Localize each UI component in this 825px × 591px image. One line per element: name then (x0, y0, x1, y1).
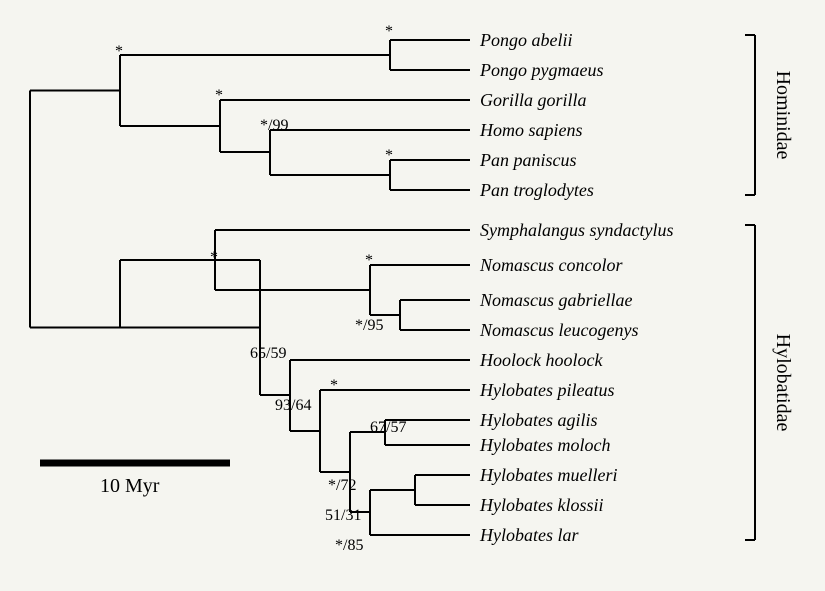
support-value: * (385, 23, 393, 40)
support-value: * (385, 147, 393, 164)
taxon-label: Hylobates moloch (479, 435, 610, 455)
taxon-label: Hoolock hoolock (479, 350, 603, 370)
support-value: 93/64 (275, 397, 311, 414)
support-value: 67/57 (370, 419, 406, 436)
family-label: Hylobatidae (772, 334, 794, 432)
taxon-label: Nomascus gabriellae (479, 290, 633, 310)
support-value: * (365, 252, 373, 269)
taxon-label: Hylobates muelleri (479, 465, 617, 485)
support-value: 51/31 (325, 507, 361, 524)
support-value: */85 (335, 537, 363, 554)
taxon-label: Hylobates lar (479, 525, 579, 545)
taxon-label: Nomascus concolor (479, 255, 623, 275)
family-label: Hominidae (772, 71, 794, 160)
taxon-label: Homo sapiens (479, 120, 583, 140)
taxon-label: Gorilla gorilla (480, 90, 587, 110)
taxon-label: Pan troglodytes (479, 180, 594, 200)
phylogeny-figure: Pongo abelii Pongo pygmaeus Gorilla gorill… (0, 0, 825, 591)
taxon-label: Pongo pygmaeus (479, 60, 603, 80)
taxon-label: Symphalangus syndactylus (480, 220, 673, 240)
support-value: * (330, 377, 338, 394)
support-value: */99 (260, 117, 288, 134)
support-value: */95 (355, 317, 383, 334)
taxon-label: Hylobates klossii (479, 495, 604, 515)
support-value: */72 (328, 477, 356, 494)
taxon-label: Nomascus leucogenys (479, 320, 638, 340)
scale-bar-label: 10 Myr (100, 475, 160, 497)
support-value: * (215, 87, 223, 104)
support-value: * (115, 43, 123, 60)
taxon-label: Pan paniscus (479, 150, 577, 170)
support-value: 65/59 (250, 345, 286, 362)
taxon-label: Hylobates pileatus (479, 380, 614, 400)
taxon-label: Hylobates agilis (479, 410, 598, 430)
taxon-label: Pongo abelii (479, 30, 573, 50)
support-value: * (210, 249, 218, 266)
